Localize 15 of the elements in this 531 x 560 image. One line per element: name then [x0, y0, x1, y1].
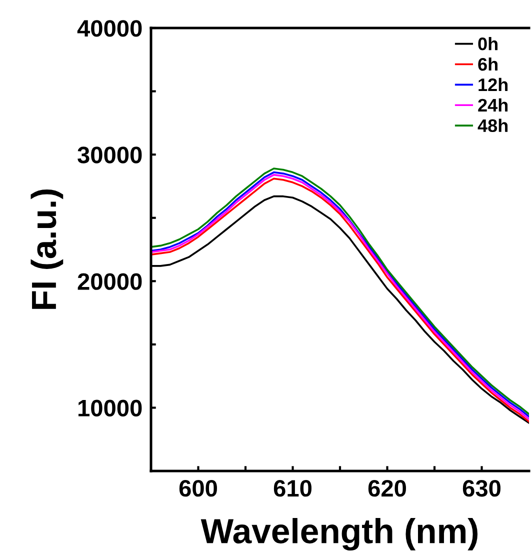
legend-label: 48h — [478, 118, 508, 132]
y-tick-label: 10000 — [78, 400, 142, 416]
x-tick-label: 600 — [179, 480, 217, 497]
x-tick-label: 630 — [462, 480, 500, 497]
legend-label: 12h — [478, 78, 508, 91]
y-axis-title: FI (a.u.) — [30, 190, 64, 309]
x-axis-title: Wavelength (nm) — [200, 518, 478, 551]
legend-label: 24h — [478, 98, 508, 112]
y-tick-label: 20000 — [78, 273, 142, 290]
y-tick-label: 40000 — [77, 20, 142, 37]
y-tick-label: 30000 — [78, 146, 142, 164]
legend-label: 6h — [478, 57, 498, 71]
legend-label: 0h — [478, 37, 498, 50]
x-tick-label: 620 — [368, 480, 406, 497]
x-tick-label: 610 — [274, 480, 312, 497]
